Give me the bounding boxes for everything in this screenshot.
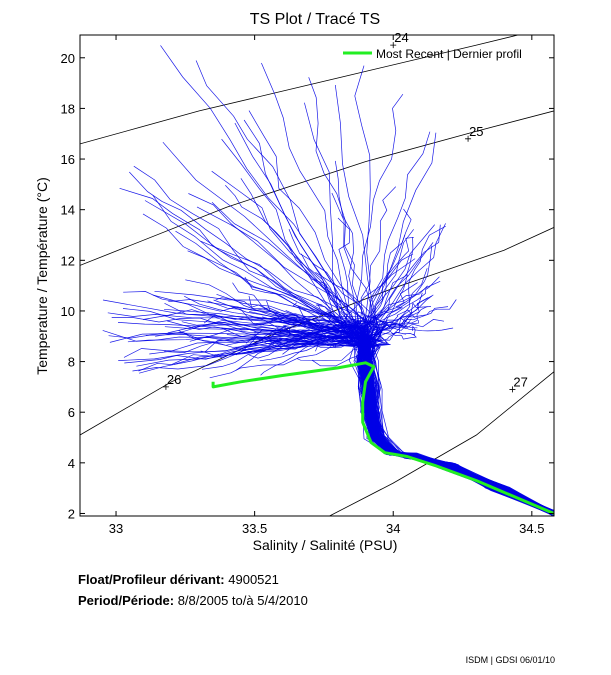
contour-label-26: 26 [167,372,181,387]
historical-profile [358,321,554,515]
contour-label-24: 24 [394,30,408,45]
historical-profile [361,329,554,513]
credit-text: ISDM | GDSI 06/01/10 [465,655,555,665]
y-tick-label: 8 [68,355,75,370]
historical-profile [357,131,554,515]
legend-label: Most Recent | Dernier profil [376,47,522,61]
historical-profile [225,185,554,516]
historical-profile [167,321,554,515]
contour-label-25: 25 [469,124,483,139]
historical-profile [221,327,554,513]
historical-profile [361,325,554,515]
contour-label-marker [465,135,472,142]
historical-profile [235,326,554,514]
historical-profile [282,320,554,513]
historical-profile [349,285,554,514]
legend: Most Recent | Dernier profil [343,47,522,61]
historical-profile [366,325,554,515]
historical-profile [241,325,554,514]
x-tick-label: 33.5 [242,521,267,536]
x-tick-label: 33 [109,521,123,536]
historical-profile [359,299,554,514]
historical-profile [293,331,554,515]
period-label: Period/Période: [78,593,175,608]
historical-profile [361,306,554,515]
contour-label-marker [390,42,397,49]
historical-profile [274,334,554,516]
historical-profile [364,282,554,514]
y-axis-label: Temperature / Température (°C) [34,177,50,375]
historical-profile [132,321,554,514]
period-info: Period/Période: 8/8/2005 to/à 5/4/2010 [78,593,308,608]
most-recent-profile [211,361,554,515]
float-id: 4900521 [228,572,279,587]
x-axis-label: Salinity / Salinité (PSU) [253,537,398,553]
historical-profile [211,170,554,515]
historical-profile [368,306,554,515]
y-tick-label: 12 [61,253,75,268]
float-label: Float/Profileur dérivant: [78,572,225,587]
y-tick-label: 10 [61,304,75,319]
historical-profile [315,336,554,512]
chart-title: TS Plot / Tracé TS [250,11,380,28]
historical-profile [363,268,554,514]
historical-profile [311,333,554,514]
period-value: 8/8/2005 to/à 5/4/2010 [177,593,308,608]
y-tick-label: 6 [68,405,75,420]
y-tick-label: 14 [61,203,75,218]
historical-profile [248,295,554,512]
historical-profile [261,62,554,514]
plot-frame [79,34,555,517]
density-contour-24 [80,35,519,145]
historical-profile [213,299,554,513]
y-tick-label: 2 [68,506,75,521]
y-tick-label: 4 [68,456,75,471]
density-contour-25 [80,110,554,266]
x-tick-label: 34 [386,521,400,536]
historical-profile [260,321,554,513]
contour-label-marker [162,383,169,390]
contour-label-marker [509,386,516,393]
historical-profile [348,306,554,513]
x-tick-label: 34.5 [519,521,544,536]
float-info: Float/Profileur dérivant: 4900521 [78,572,279,587]
historical-profile [254,323,554,515]
historical-profile [211,202,554,514]
historical-profile [200,240,554,513]
historical-profile [357,317,554,515]
y-tick-label: 20 [61,51,75,66]
historical-profile [232,282,554,516]
historical-profile [360,309,554,516]
y-tick-label: 16 [61,152,75,167]
contour-label-27: 27 [513,374,527,389]
historical-profile [254,325,554,513]
historical-profile [160,45,554,514]
historical-profile [282,325,554,514]
historical-profile [268,325,554,516]
y-tick-label: 18 [61,101,75,116]
historical-profile [142,213,554,515]
historical-profile [356,242,554,515]
historical-profile [233,306,554,513]
